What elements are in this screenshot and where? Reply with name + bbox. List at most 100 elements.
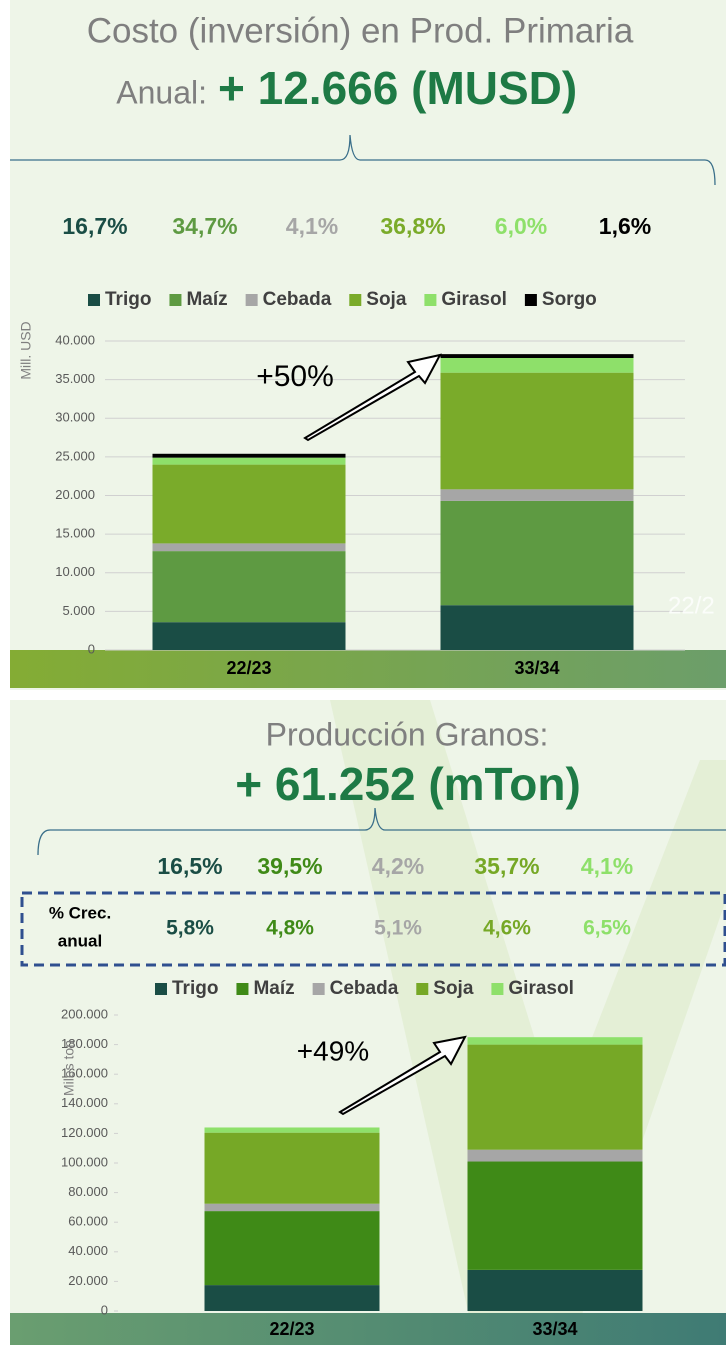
y-tick-label: 30.000	[55, 410, 95, 425]
bar-segment	[204, 1203, 380, 1212]
legend-swatch	[416, 983, 429, 995]
y-tick-label: 160.000	[61, 1066, 108, 1081]
annotation: +50%	[256, 360, 334, 393]
share-label: 34,7%	[172, 213, 237, 239]
growth-label: 4,8%	[266, 917, 314, 940]
bar-segment	[467, 1149, 643, 1162]
bar-segment	[152, 551, 346, 623]
annotation: +49%	[297, 1035, 369, 1066]
y-tick-label: 200.000	[61, 1006, 108, 1021]
growth-arrow	[338, 1035, 467, 1116]
bar-segment	[152, 543, 346, 552]
headline: + 61.252 (mTon)	[235, 758, 581, 810]
y-tick-label: 5.000	[62, 603, 95, 618]
y-tick-label: 0	[101, 1302, 108, 1317]
x-tick-label: 22/23	[226, 658, 271, 678]
legend-swatch	[524, 294, 537, 306]
share-label: 4,1%	[286, 213, 338, 239]
legend-label: Girasol	[508, 978, 573, 999]
chart-title: Costo (inversión) en Prod. Primaria	[87, 11, 634, 50]
bar-segment	[204, 1127, 380, 1133]
y-axis-label: Mill. USD	[18, 321, 34, 379]
share-label: 35,7%	[474, 853, 539, 879]
legend-label: Trigo	[105, 289, 151, 310]
legend-label: Cebada	[263, 289, 332, 310]
x-tick-label: 22/23	[269, 1319, 314, 1339]
category-band	[10, 1313, 726, 1345]
growth-arrow	[303, 353, 442, 442]
y-tick-label: 40.000	[55, 332, 95, 347]
chart-title: Producción Granos:	[266, 716, 549, 752]
y-tick-label: 35.000	[55, 371, 95, 386]
bar-segment	[440, 357, 634, 373]
legend-swatch	[245, 294, 258, 306]
headline-prefix: Anual:	[116, 74, 207, 110]
share-label: 6,0%	[495, 213, 547, 239]
growth-label: 5,8%	[166, 917, 214, 940]
share-label: 1,6%	[599, 213, 651, 239]
y-tick-label: 100.000	[61, 1154, 108, 1169]
bar-segment	[467, 1044, 643, 1150]
y-tick-label: 15.000	[55, 526, 95, 541]
y-tick-label: 140.000	[61, 1095, 108, 1110]
bar-segment	[467, 1269, 643, 1311]
legend-label: Girasol	[441, 289, 506, 310]
bar-segment	[152, 453, 346, 458]
legend-label: Cebada	[330, 978, 399, 999]
legend-swatch	[155, 983, 167, 995]
legend-label: Maíz	[253, 978, 294, 999]
share-label: 36,8%	[380, 213, 445, 239]
y-tick-label: 10.000	[55, 564, 95, 579]
y-tick-label: 20.000	[55, 487, 95, 502]
share-label: 16,7%	[62, 213, 127, 239]
highlight-box	[20, 891, 726, 967]
bar-segment	[204, 1211, 380, 1286]
legend-swatch	[349, 294, 362, 306]
legend-swatch	[312, 983, 325, 995]
growth-label: 5,1%	[374, 917, 422, 940]
legend-swatch	[491, 983, 504, 995]
y-tick-label: 80.000	[68, 1184, 108, 1199]
bar-segment	[440, 500, 634, 606]
y-tick-label: 180.000	[61, 1036, 108, 1051]
bar-segment	[440, 605, 634, 650]
legend-label: Soja	[366, 289, 407, 310]
category-band	[10, 650, 726, 688]
share-label: 16,5%	[157, 853, 222, 879]
legend-swatch	[88, 294, 100, 306]
growth-title: % Crec.	[49, 903, 111, 922]
legend-swatch	[236, 983, 249, 995]
x-tick-label: 33/34	[514, 658, 559, 678]
bar-segment	[204, 1132, 380, 1204]
bar-segment	[152, 464, 346, 544]
growth-title: anual	[58, 931, 102, 950]
legend-swatch	[424, 294, 437, 306]
legend-label: Maíz	[186, 289, 227, 310]
y-tick-label: 60.000	[68, 1214, 108, 1229]
bar-segment	[440, 372, 634, 490]
faded-text: 22/2	[668, 592, 715, 619]
y-tick-label: 25.000	[55, 448, 95, 463]
bar-segment	[152, 457, 346, 465]
legend-label: Trigo	[172, 978, 218, 999]
legend-label: Sorgo	[542, 289, 597, 310]
y-tick-label: 120.000	[61, 1125, 108, 1140]
bar-segment	[467, 1037, 643, 1045]
y-tick-label: 0	[88, 641, 95, 656]
brace	[37, 807, 726, 856]
y-tick-label: 20.000	[68, 1273, 108, 1288]
growth-label: 6,5%	[583, 917, 631, 940]
x-tick-label: 33/34	[532, 1319, 577, 1339]
share-label: 4,2%	[372, 853, 424, 879]
bar-segment	[440, 354, 634, 358]
bar-segment	[467, 1161, 643, 1270]
brace	[10, 134, 716, 186]
bar-segment	[152, 622, 346, 650]
y-tick-label: 40.000	[68, 1243, 108, 1258]
share-label: 4,1%	[581, 853, 633, 879]
legend-label: Soja	[433, 978, 474, 999]
headline: + 12.666 (MUSD)	[218, 62, 577, 114]
legend-swatch	[169, 294, 182, 306]
bar-segment	[204, 1285, 380, 1311]
